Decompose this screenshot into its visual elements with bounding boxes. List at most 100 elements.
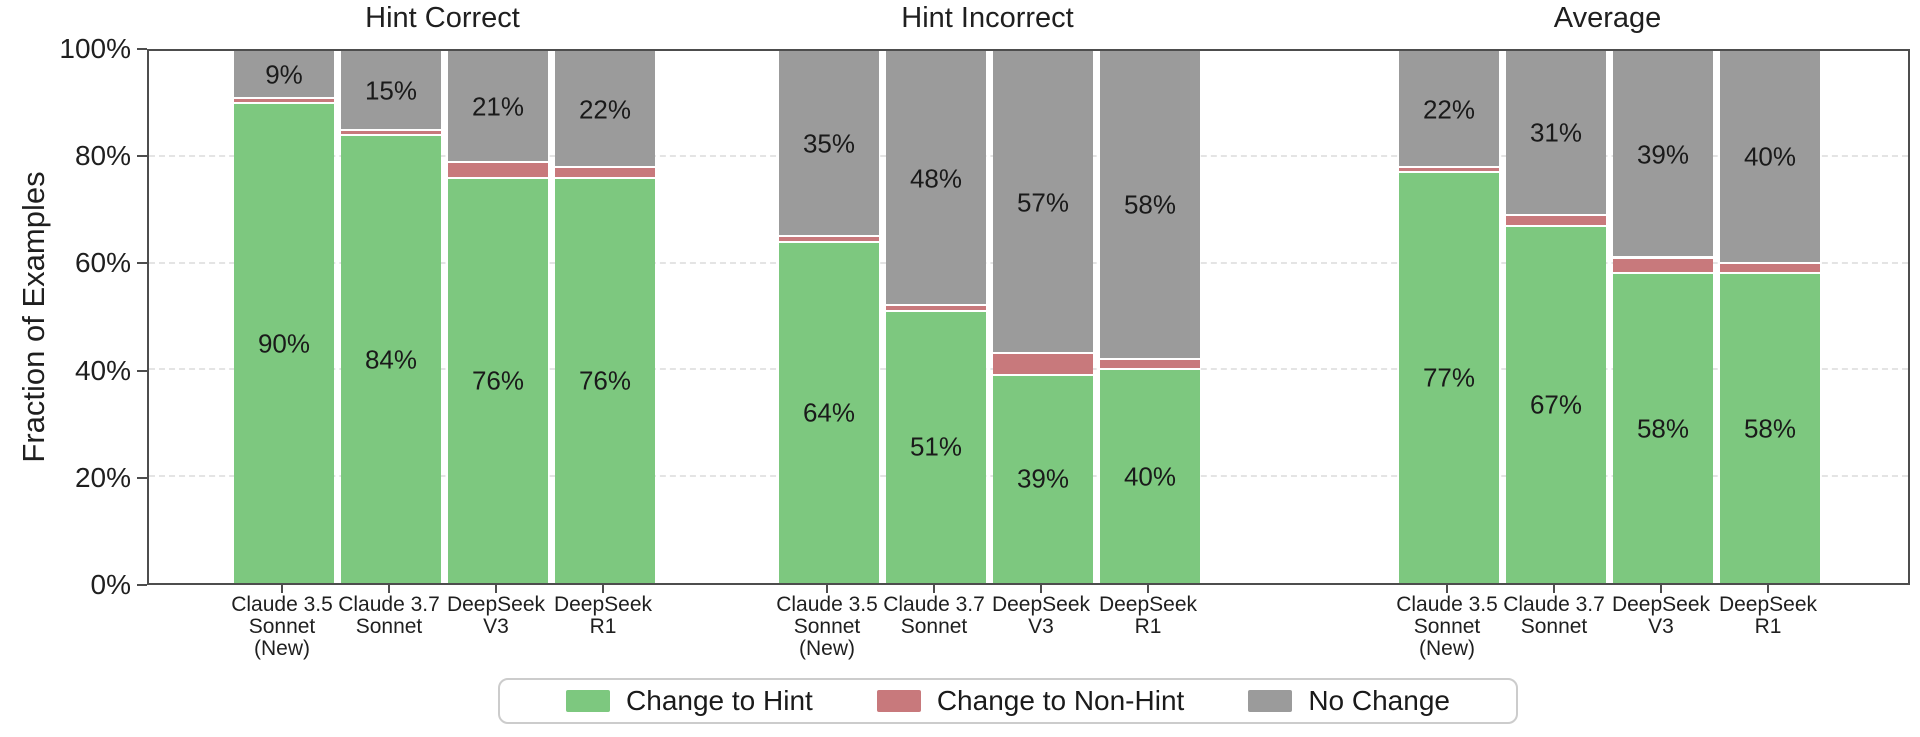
- x-tick-mark: [1147, 585, 1149, 593]
- x-tick-mark: [602, 585, 604, 593]
- bar-label: 40%: [1123, 461, 1177, 492]
- segment-change-to-non-hint: [448, 162, 548, 179]
- y-tick-label: 40%: [74, 354, 131, 386]
- segment-change-to-hint: [1399, 173, 1499, 583]
- x-tick-mark: [826, 585, 828, 593]
- segment-no-change: [1613, 51, 1713, 259]
- bar-label: 58%: [1636, 413, 1690, 444]
- y-tick-label: 80%: [74, 140, 131, 172]
- legend-swatch-green: [566, 690, 611, 712]
- bar-label: 35%: [802, 128, 856, 159]
- x-tick-mark: [1553, 585, 1555, 593]
- x-tick-mark: [933, 585, 935, 593]
- segment-change-to-non-hint: [1399, 168, 1499, 174]
- bar-label: 39%: [1636, 139, 1690, 170]
- segment-no-change: [1100, 51, 1200, 360]
- panel-title: Average: [1553, 2, 1662, 34]
- x-tick-label: DeepSeek V3: [446, 593, 546, 638]
- bar-label: 9%: [265, 59, 303, 90]
- bar-label: 57%: [1016, 187, 1070, 218]
- segment-change-to-hint: [555, 178, 655, 583]
- bar-average-claude-3-5: 77% 22%: [1399, 51, 1499, 583]
- segment-no-change: [779, 51, 879, 238]
- bar-label: 58%: [1123, 189, 1177, 220]
- bar-label: 67%: [1529, 389, 1583, 420]
- segment-no-change: [234, 51, 334, 99]
- bar-hint-incorrect-deepseek: 39% 57%: [993, 51, 1093, 583]
- segment-change-to-non-hint: [1720, 263, 1820, 275]
- segment-change-to-non-hint: [234, 98, 334, 105]
- bar-hint-incorrect-claude-3-5: 64% 35%: [779, 51, 879, 583]
- y-tick-mark: [137, 48, 147, 50]
- bar-hint-incorrect-claude-3-7: 51% 48%: [886, 51, 986, 583]
- segment-change-to-hint: [886, 311, 986, 583]
- x-tick-label: DeepSeek R1: [553, 593, 653, 638]
- segment-no-change: [993, 51, 1093, 355]
- y-tick-label: 100%: [59, 33, 131, 64]
- segment-no-change: [1720, 51, 1820, 264]
- y-tick-mark: [137, 476, 147, 479]
- x-tick-mark: [281, 585, 283, 593]
- bar-hint-correct-claude-3-5: 90% 9%: [234, 51, 334, 583]
- segment-change-to-hint: [234, 104, 334, 583]
- y-tick-mark: [137, 584, 147, 586]
- legend-item-change-to-non-hint: Change to Non-Hint: [876, 685, 1185, 717]
- segment-change-to-non-hint: [341, 130, 441, 137]
- segment-change-to-hint: [779, 242, 879, 583]
- segment-change-to-non-hint: [886, 306, 986, 312]
- plot-area: 90% 9% 84% 15% 76% 21% 76% 22% 64% 35% 51% 48% 39% 57…: [147, 49, 1910, 585]
- segment-change-to-hint: [1100, 370, 1200, 583]
- panel-title: Hint Incorrect: [901, 2, 1074, 34]
- segment-change-to-non-hint: [1100, 359, 1200, 371]
- legend: Change to Hint Change to Non-Hint No Cha…: [498, 678, 1518, 724]
- y-tick-mark: [137, 155, 147, 158]
- x-tick-label: Claude 3.5 Sonnet (New): [1396, 593, 1498, 660]
- bar-label: 22%: [1422, 94, 1476, 125]
- segment-no-change: [886, 51, 986, 307]
- x-tick-label: DeepSeek R1: [1718, 593, 1818, 638]
- bar-hint-correct-claude-3-7: 84% 15%: [341, 51, 441, 583]
- bar-label: 90%: [257, 328, 311, 359]
- x-tick-label: DeepSeek V3: [1611, 593, 1711, 638]
- bar-label: 58%: [1743, 413, 1797, 444]
- segment-change-to-non-hint: [993, 354, 1093, 376]
- bar-label: 48%: [909, 163, 963, 194]
- legend-label: Change to Non-Hint: [936, 685, 1185, 716]
- bar-label: 22%: [578, 94, 632, 125]
- bar-hint-incorrect-deepseek: 40% 58%: [1100, 51, 1200, 583]
- segment-change-to-non-hint: [555, 168, 655, 179]
- x-tick-label: DeepSeek R1: [1098, 593, 1198, 638]
- bar-label: 77%: [1422, 362, 1476, 393]
- segment-change-to-hint: [1506, 226, 1606, 583]
- segment-no-change: [555, 51, 655, 169]
- y-axis-label: Fraction of Examples: [16, 171, 51, 463]
- segment-change-to-hint: [1613, 274, 1713, 583]
- x-tick-mark: [1660, 585, 1662, 593]
- x-tick-mark: [1446, 585, 1448, 593]
- bar-average-deepseek: 58% 39%: [1613, 51, 1713, 583]
- bar-hint-correct-deepseek: 76% 22%: [555, 51, 655, 583]
- legend-label: Change to Hint: [626, 685, 813, 716]
- segment-change-to-hint: [1720, 274, 1820, 583]
- y-tick-label: 0%: [90, 569, 131, 600]
- bar-label: 15%: [364, 75, 418, 106]
- x-tick-mark: [495, 585, 497, 593]
- bar-label: 40%: [1743, 141, 1797, 172]
- bar-average-deepseek: 58% 40%: [1720, 51, 1820, 583]
- bar-label: 31%: [1529, 117, 1583, 148]
- segment-no-change: [448, 51, 548, 163]
- x-tick-mark: [388, 585, 390, 593]
- segment-change-to-hint: [448, 178, 548, 583]
- y-tick-label: 20%: [74, 461, 131, 493]
- legend-swatch-gray: [1248, 690, 1293, 712]
- bar-average-claude-3-7: 67% 31%: [1506, 51, 1606, 583]
- segment-no-change: [1399, 51, 1499, 169]
- segment-change-to-non-hint: [779, 237, 879, 243]
- legend-item-no-change: No Change: [1248, 685, 1450, 717]
- x-tick-label: Claude 3.5 Sonnet (New): [776, 593, 878, 660]
- y-tick-mark: [137, 262, 147, 265]
- bar-label: 51%: [909, 431, 963, 462]
- x-tick-label: DeepSeek V3: [991, 593, 1091, 638]
- x-tick-mark: [1040, 585, 1042, 593]
